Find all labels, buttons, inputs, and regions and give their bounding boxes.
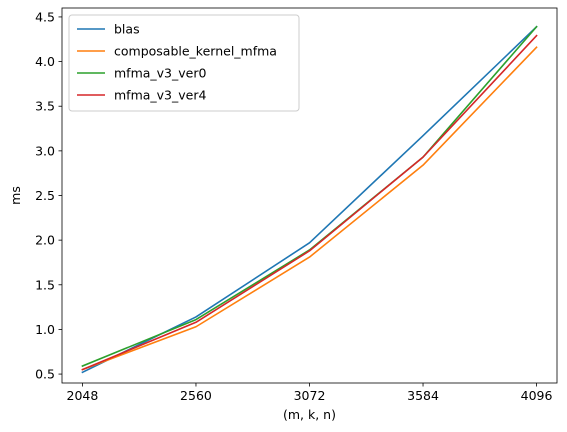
y-tick-label: 4.0 [35,54,55,69]
x-tick-label: 2048 [67,388,99,403]
y-tick-label: 1.0 [35,322,55,337]
legend-box [68,14,300,112]
legend: blas composable_kernel_mfma mfma_v3_ver0mf… [68,14,300,112]
y-tick-label: 2.0 [35,233,55,248]
x-tick-label: 4096 [521,388,553,403]
y-tick-label: 3.5 [35,99,55,114]
series-line-composable-kernel-mfma [81,46,538,371]
y-tick-label: 2.5 [35,188,55,203]
y-tick-label: 0.5 [35,367,55,382]
y-axis-label: ms [8,186,23,205]
legend-label: composable_kernel_mfma [114,44,277,59]
y-tick-label: 4.5 [35,9,55,24]
y-tick-label: 1.5 [35,277,55,292]
legend-label: mfma_v3_ver0 [114,66,206,81]
legend-label: blas [114,22,140,37]
x-axis-label: (m, k, n) [283,407,336,422]
legend-label: mfma_v3_ver4 [114,88,206,103]
series-line-mfma-v3-ver4 [81,34,538,371]
x-axis: 2048 2560 3072 3584 4096 [67,383,553,403]
series-layer [81,25,538,374]
x-tick-label: 2560 [180,388,212,403]
y-tick-label: 3.0 [35,143,55,158]
x-tick-label: 3584 [407,388,439,403]
x-tick-label: 3072 [294,388,326,403]
y-axis: 0.5 1.0 1.5 2.0 2.5 3.0 3.5 4.0 4.5 [35,9,62,382]
